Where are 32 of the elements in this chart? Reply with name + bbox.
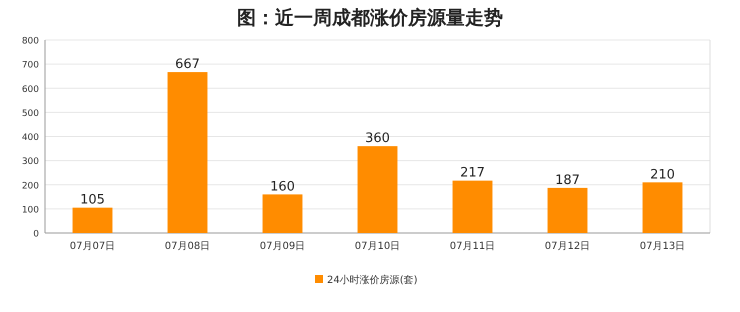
x-tick-label: 07月13日 <box>640 241 686 252</box>
data-label: 667 <box>175 57 200 72</box>
x-tick-label: 07月10日 <box>354 241 400 252</box>
y-tick-label: 200 <box>22 181 40 192</box>
y-tick-label: 0 <box>33 230 40 240</box>
bar <box>358 146 398 233</box>
x-tick-label: 07月08日 <box>164 241 210 252</box>
bar <box>642 182 682 233</box>
bar <box>262 194 302 233</box>
data-label: 187 <box>555 172 580 188</box>
data-label: 105 <box>80 192 105 208</box>
y-tick-label: 500 <box>22 108 40 119</box>
bar <box>548 188 588 233</box>
y-tick-label: 400 <box>22 133 40 143</box>
x-tick-label: 07月09日 <box>260 241 306 252</box>
x-tick-label: 07月07日 <box>70 241 116 252</box>
bar <box>72 208 112 233</box>
data-label: 160 <box>270 179 295 194</box>
legend-label: 24小时涨价房源(套) <box>327 274 418 286</box>
y-tick-label: 300 <box>22 157 40 168</box>
y-tick-label: 600 <box>22 84 40 95</box>
data-label: 210 <box>650 167 675 182</box>
y-tick-label: 700 <box>22 60 40 71</box>
chart-title: 图：近一周成都涨价房源量走势 <box>237 7 503 29</box>
bar <box>168 72 208 233</box>
data-label: 217 <box>460 166 485 181</box>
y-tick-label: 800 <box>22 36 40 46</box>
y-tick-label: 100 <box>22 205 40 216</box>
data-label: 360 <box>365 131 390 146</box>
x-tick-label: 07月11日 <box>450 241 496 252</box>
bar <box>452 180 492 233</box>
x-tick-label: 07月12日 <box>544 241 590 252</box>
